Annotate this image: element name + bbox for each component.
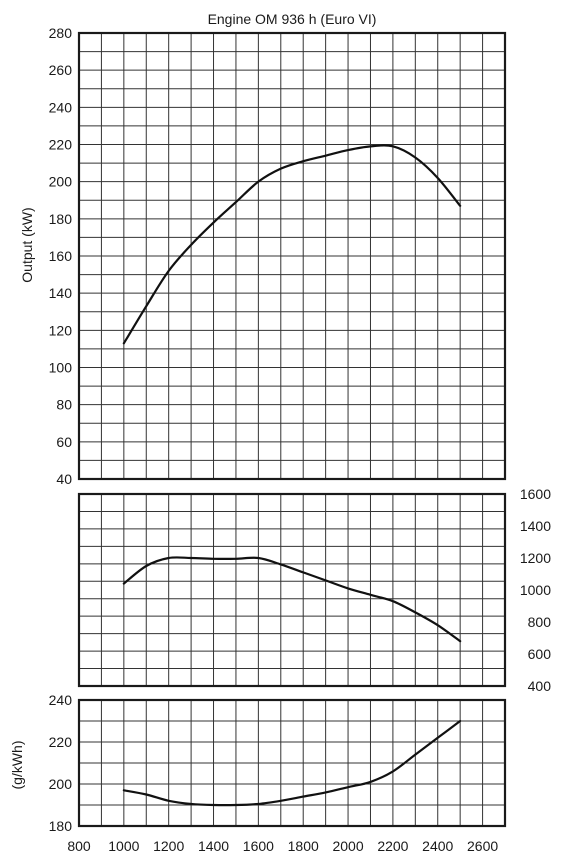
torque-y-tick-label: 400 xyxy=(528,678,552,694)
rpm-tick-label: 2400 xyxy=(422,838,453,854)
consumption-y-tick-label: 200 xyxy=(49,776,73,792)
torque-y-tick-label: 600 xyxy=(528,646,552,662)
torque-y-tick-label: 1400 xyxy=(520,518,551,534)
torque-panel: 400 600 800 1000 1200 1400 1600 xyxy=(77,486,552,694)
consumption-plot-frame xyxy=(77,698,507,828)
rpm-tick-label: 2600 xyxy=(467,838,498,854)
output-y-tick-label: 40 xyxy=(56,471,72,487)
output-y-tick-label: 100 xyxy=(49,360,73,376)
rpm-tick-label: 2200 xyxy=(377,838,408,854)
chart-title: Engine OM 936 h (Euro VI) xyxy=(208,11,377,27)
rpm-tick-label: 1000 xyxy=(108,838,139,854)
rpm-tick-label: 1600 xyxy=(243,838,274,854)
output-panel: 40 60 80 100 120 140 160 180 200 220 240 260 280 xyxy=(49,25,507,487)
output-y-tick-label: 180 xyxy=(49,211,73,227)
rpm-tick-label: 1800 xyxy=(288,838,319,854)
output-axis-label: Output (kW) xyxy=(19,207,35,282)
torque-y-tick-label: 800 xyxy=(528,614,552,630)
consumption-y-tick-label: 180 xyxy=(49,818,73,834)
output-plot-frame xyxy=(77,31,507,481)
output-y-tick-label: 200 xyxy=(49,174,73,190)
output-y-tick-label: 80 xyxy=(56,397,72,413)
output-y-tick-label: 240 xyxy=(49,99,73,115)
torque-plot-frame xyxy=(77,492,507,688)
rpm-tick-label: 800 xyxy=(67,838,91,854)
output-y-tick-label: 60 xyxy=(56,434,72,450)
output-y-tick-label: 160 xyxy=(49,248,73,264)
rpm-tick-label: 2000 xyxy=(332,838,363,854)
consumption-axis-label: (g/kWh) xyxy=(9,741,25,790)
output-y-tick-label: 220 xyxy=(49,137,73,153)
torque-y-tick-label: 1000 xyxy=(520,582,551,598)
torque-y-tick-label: 1600 xyxy=(520,486,551,502)
consumption-y-tick-label: 220 xyxy=(49,734,73,750)
output-y-tick-label: 260 xyxy=(49,62,73,78)
output-y-tick-label: 280 xyxy=(49,25,73,41)
rpm-tick-label: 1200 xyxy=(153,838,184,854)
consumption-curve xyxy=(122,719,462,807)
output-y-tick-label: 120 xyxy=(49,322,73,338)
consumption-y-tick-label: 240 xyxy=(49,692,73,708)
torque-curve xyxy=(122,556,462,643)
consumption-panel: 180 200 220 240 800 1000 1200 1400 1600 1800 2000 2… xyxy=(49,692,507,854)
torque-y-tick-label: 1200 xyxy=(520,550,551,566)
output-y-tick-label: 140 xyxy=(49,285,73,301)
rpm-tick-label: 1400 xyxy=(198,838,229,854)
output-curve xyxy=(122,144,462,345)
